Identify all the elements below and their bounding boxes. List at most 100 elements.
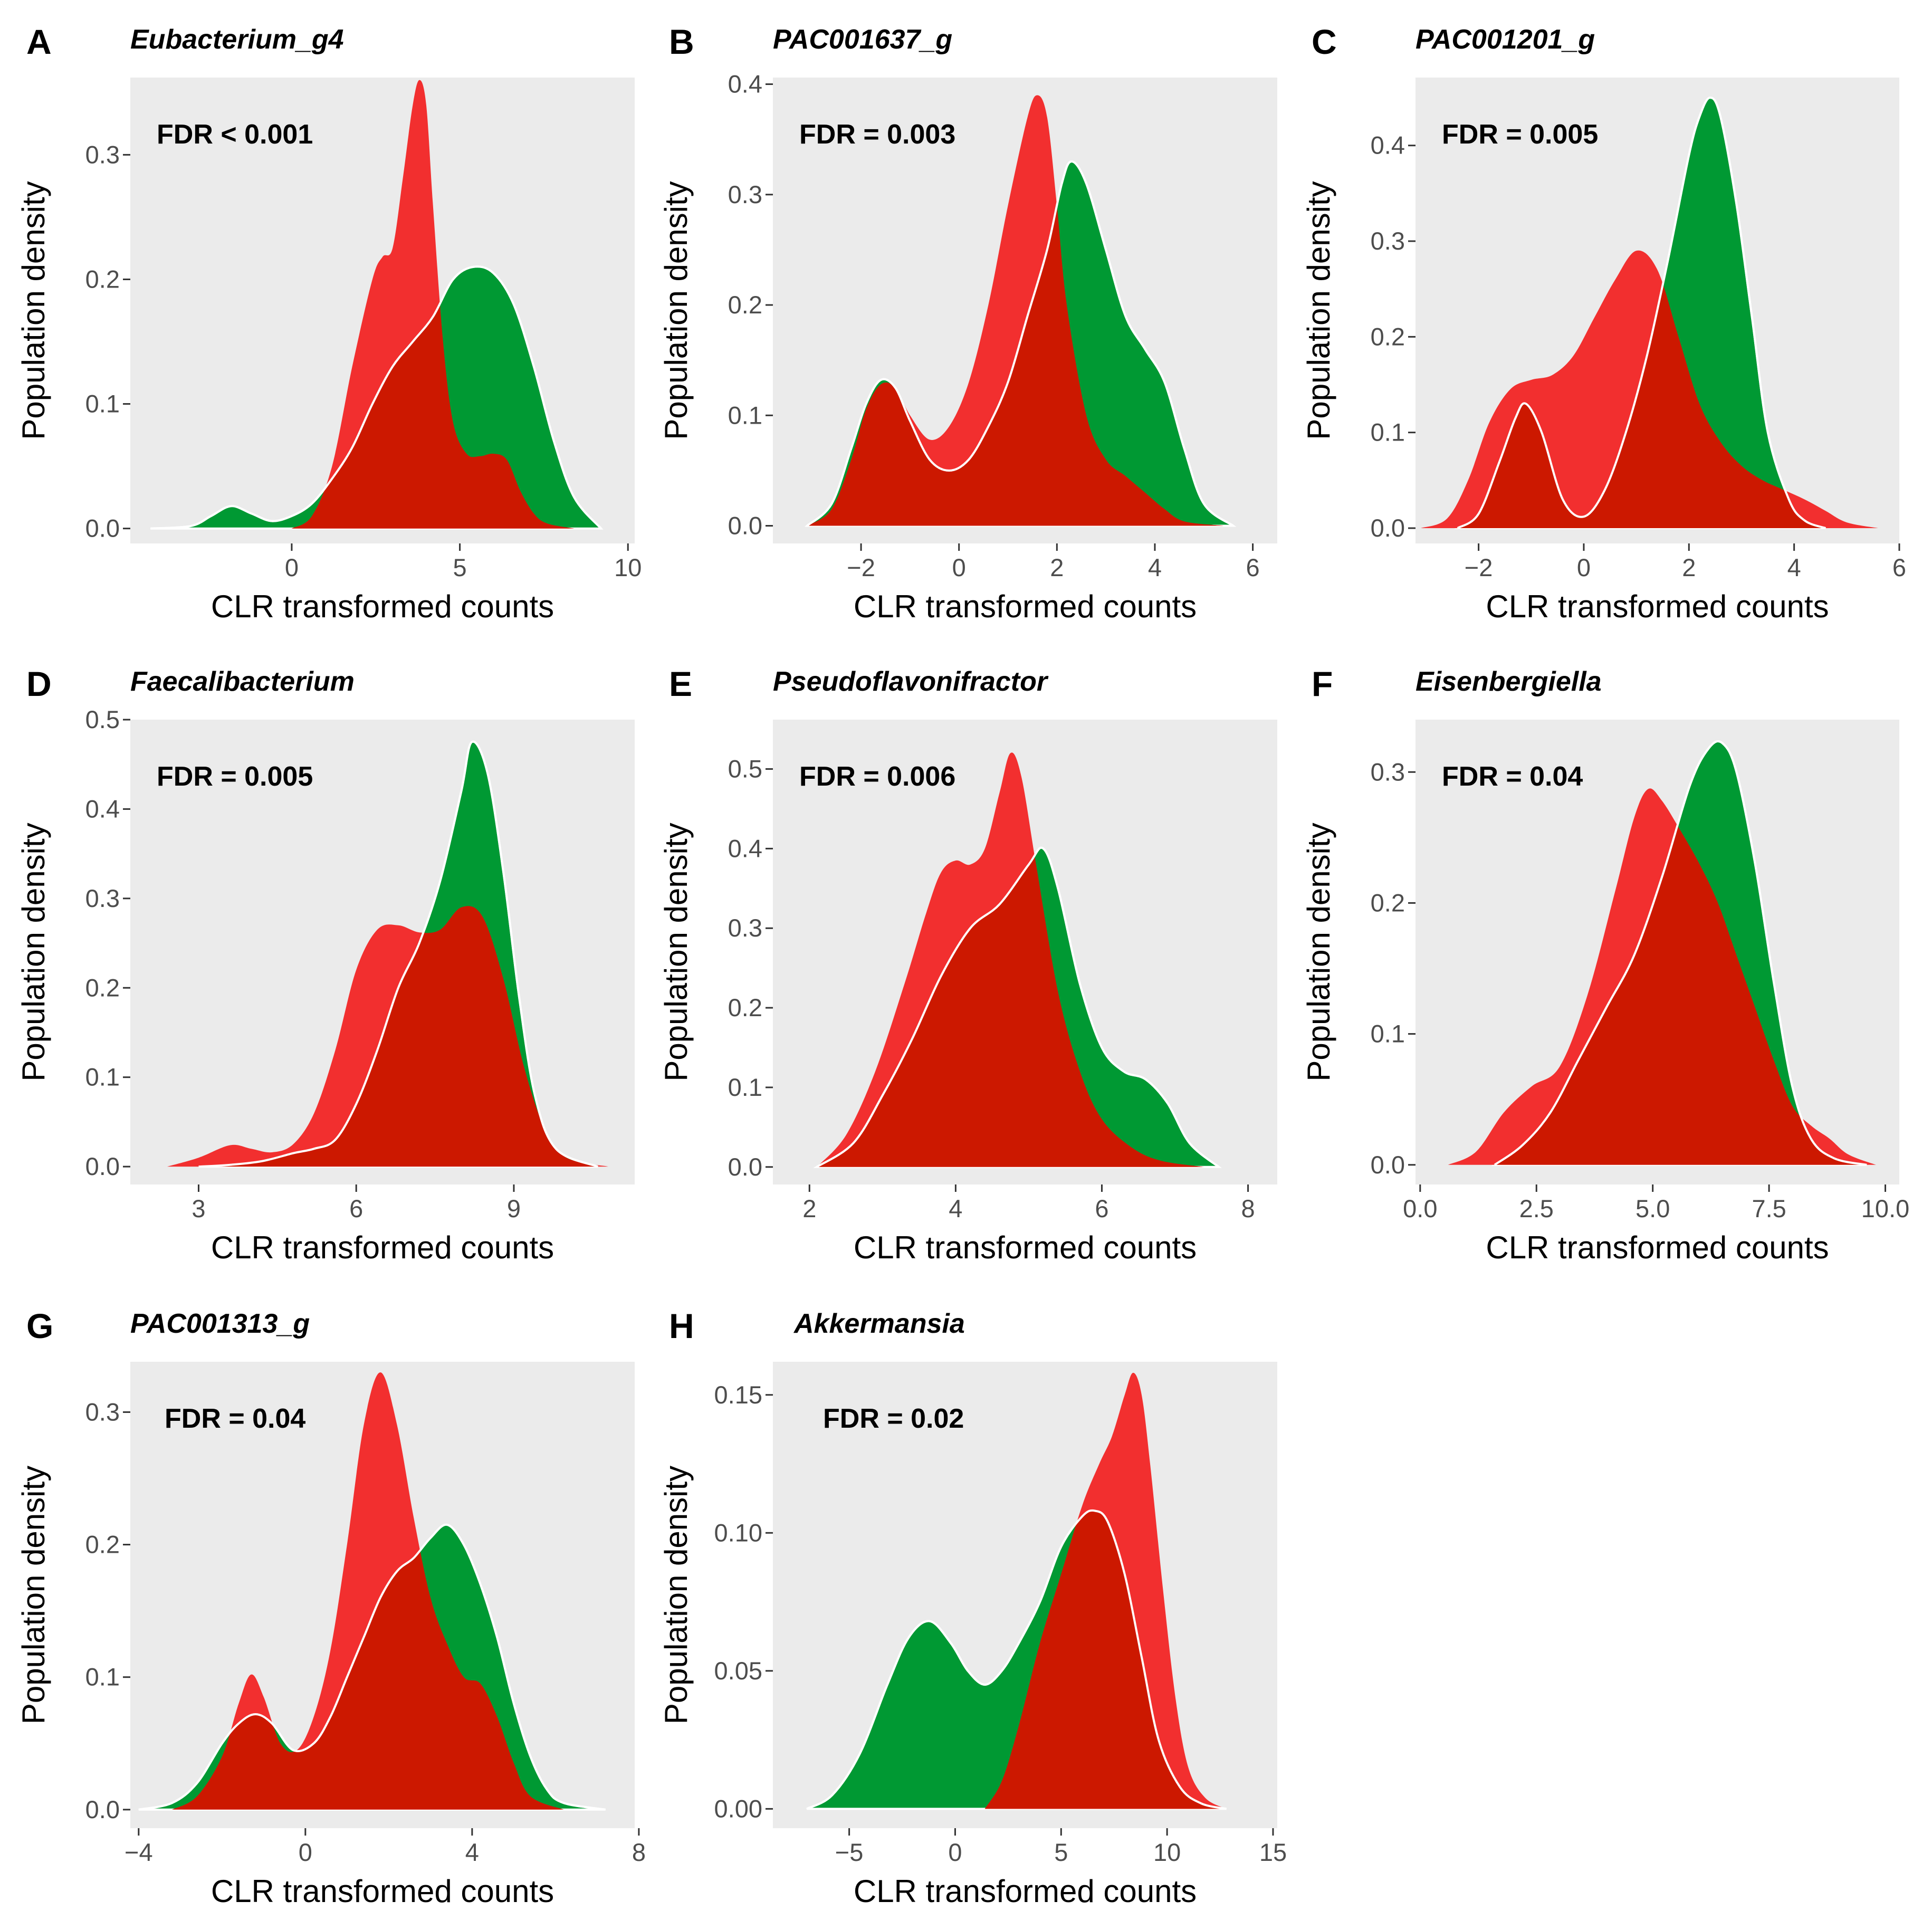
y-tick-label: 0.2 bbox=[85, 1531, 120, 1559]
density-curves bbox=[1421, 97, 1879, 529]
density-overlap bbox=[198, 906, 598, 1167]
y-tick-label: 0.3 bbox=[1371, 758, 1405, 786]
y-tick-label: 0.4 bbox=[728, 834, 762, 862]
y-tick-label: 0.0 bbox=[728, 1153, 762, 1181]
x-tick-label: 10.0 bbox=[1861, 1195, 1909, 1222]
x-tick-label: −4 bbox=[125, 1838, 153, 1866]
x-tick-label: 2 bbox=[1050, 553, 1064, 581]
x-tick-label: 4 bbox=[465, 1838, 479, 1866]
x-tick-label: 0 bbox=[952, 553, 966, 581]
panel-title: PAC001637_g bbox=[773, 24, 952, 55]
y-tick-label: 0.2 bbox=[85, 973, 120, 1001]
y-tick-label: 0.5 bbox=[728, 755, 762, 783]
x-tick-label: 9 bbox=[507, 1195, 521, 1222]
panel-h: −5 0 5 10 15 0.00 0.05 0.10 0.15 CLR transformed … bbox=[658, 1306, 1287, 1909]
x-tick-label: 5 bbox=[453, 553, 467, 581]
x-tick-label: 0 bbox=[285, 553, 299, 581]
panel-c: −2 0 2 4 6 0.0 0.1 0.2 0.3 0.4 CLR transformed cou… bbox=[1301, 22, 1906, 624]
density-green-outline bbox=[138, 1523, 606, 1811]
y-tick-label: 0.1 bbox=[85, 1663, 120, 1691]
y-tick-label: 0.1 bbox=[1371, 418, 1405, 446]
y-tick-label: 0.4 bbox=[85, 795, 120, 823]
panel-letter: H bbox=[669, 1306, 694, 1345]
density-green-outline bbox=[806, 1509, 1227, 1810]
panel-title: Eubacterium_g4 bbox=[130, 24, 344, 55]
density-curves bbox=[138, 1372, 606, 1811]
fdr-annotation: FDR = 0.04 bbox=[1442, 761, 1583, 792]
y-tick-label: 0.0 bbox=[85, 1795, 120, 1823]
x-tick-label: 0.0 bbox=[1403, 1195, 1437, 1222]
fdr-annotation: FDR < 0.001 bbox=[157, 119, 313, 150]
y-tick-label: 0.3 bbox=[85, 1398, 120, 1426]
panel-letter: A bbox=[26, 22, 52, 61]
y-tick-label: 0.4 bbox=[1371, 131, 1405, 159]
y-tick-label: 0.0 bbox=[85, 514, 120, 542]
fdr-annotation: FDR = 0.005 bbox=[157, 761, 313, 792]
y-tick-label: 0.2 bbox=[1371, 322, 1405, 350]
panel-g: −4 0 4 8 0.0 0.1 0.2 0.3 CLR transformed counts P… bbox=[16, 1306, 646, 1909]
x-tick-label: 2 bbox=[1682, 553, 1696, 581]
density-green-outline bbox=[1457, 97, 1826, 529]
y-tick-label: 0.1 bbox=[1371, 1020, 1405, 1048]
panel-title: Faecalibacterium bbox=[130, 666, 355, 697]
y-axis-label: Population density bbox=[1301, 181, 1336, 439]
x-axis-label: CLR transformed counts bbox=[1486, 589, 1829, 624]
y-tick-label: 0.0 bbox=[1371, 1151, 1405, 1179]
y-axis-label: Population density bbox=[658, 823, 694, 1081]
y-axis-label: Population density bbox=[1301, 823, 1336, 1081]
y-tick-label: 0.1 bbox=[85, 1063, 120, 1091]
x-tick-label: 2.5 bbox=[1519, 1195, 1554, 1222]
panel-title: PAC001201_g bbox=[1415, 24, 1595, 55]
x-tick-label: 3 bbox=[192, 1195, 205, 1222]
y-tick-label: 0.3 bbox=[85, 884, 120, 912]
density-overlap bbox=[1494, 788, 1867, 1165]
x-axis-label: CLR transformed counts bbox=[854, 589, 1197, 624]
y-axis-label: Population density bbox=[16, 823, 51, 1081]
x-tick-label: 10 bbox=[1153, 1838, 1181, 1866]
x-tick-label: −2 bbox=[847, 553, 875, 581]
x-tick-label: −5 bbox=[835, 1838, 864, 1866]
fdr-annotation: FDR = 0.006 bbox=[799, 761, 955, 792]
x-tick-label: 5.0 bbox=[1635, 1195, 1670, 1222]
fdr-annotation: FDR = 0.003 bbox=[799, 119, 955, 150]
y-tick-label: 0.0 bbox=[728, 512, 762, 540]
x-tick-label: 6 bbox=[1892, 553, 1906, 581]
x-tick-label: 0 bbox=[299, 1838, 312, 1866]
fdr-annotation: FDR = 0.005 bbox=[1442, 119, 1598, 150]
y-tick-label: 0.05 bbox=[714, 1657, 762, 1685]
density-green-outline bbox=[816, 846, 1220, 1168]
y-tick-label: 0.2 bbox=[728, 993, 762, 1021]
y-axis-label: Population density bbox=[16, 1466, 51, 1724]
x-tick-label: 4 bbox=[949, 1195, 962, 1222]
x-tick-label: −2 bbox=[1465, 553, 1493, 581]
x-tick-label: 0 bbox=[948, 1838, 962, 1866]
x-axis-label: CLR transformed counts bbox=[211, 1874, 554, 1909]
panel-letter: B bbox=[669, 22, 694, 61]
density-green-outline bbox=[1494, 740, 1867, 1166]
x-tick-label: 6 bbox=[1095, 1195, 1108, 1222]
y-tick-label: 0.5 bbox=[85, 705, 120, 733]
panel-letter: G bbox=[26, 1306, 53, 1345]
panel-letter: F bbox=[1312, 664, 1333, 703]
panel-title: PAC001313_g bbox=[130, 1308, 310, 1339]
x-tick-label: 7.5 bbox=[1752, 1195, 1786, 1222]
x-tick-label: 0 bbox=[1577, 553, 1591, 581]
x-axis-label: CLR transformed counts bbox=[854, 1874, 1197, 1909]
panel-f: 0.0 2.5 5.0 7.5 10.0 0.0 0.1 0.2 0.3 CLR transfor… bbox=[1301, 664, 1909, 1265]
y-tick-label: 0.15 bbox=[714, 1381, 762, 1409]
x-tick-label: 2 bbox=[802, 1195, 816, 1222]
panel-title: Pseudoflavonifractor bbox=[773, 666, 1049, 697]
fdr-annotation: FDR = 0.02 bbox=[823, 1403, 964, 1434]
panel-d: 3 6 9 0.0 0.1 0.2 0.3 0.4 0.5 CLR transformed cou… bbox=[16, 664, 635, 1265]
panel-title: Akkermansia bbox=[793, 1308, 965, 1339]
panel-letter: C bbox=[1312, 22, 1337, 61]
density-curves bbox=[150, 80, 604, 530]
y-axis-label: Population density bbox=[16, 181, 51, 439]
panel-b: −2 0 2 4 6 0.0 0.1 0.2 0.3 0.4 CLR transformed cou… bbox=[658, 22, 1277, 624]
panel-a: 0 5 10 0.0 0.1 0.2 0.3 CLR transformed counts Po… bbox=[16, 22, 642, 624]
y-tick-label: 0.2 bbox=[1371, 888, 1405, 916]
density-green-outline bbox=[198, 740, 599, 1168]
y-tick-label: 0.3 bbox=[1371, 227, 1405, 255]
x-tick-label: 4 bbox=[1148, 553, 1162, 581]
y-axis-label: Population density bbox=[658, 1466, 694, 1724]
